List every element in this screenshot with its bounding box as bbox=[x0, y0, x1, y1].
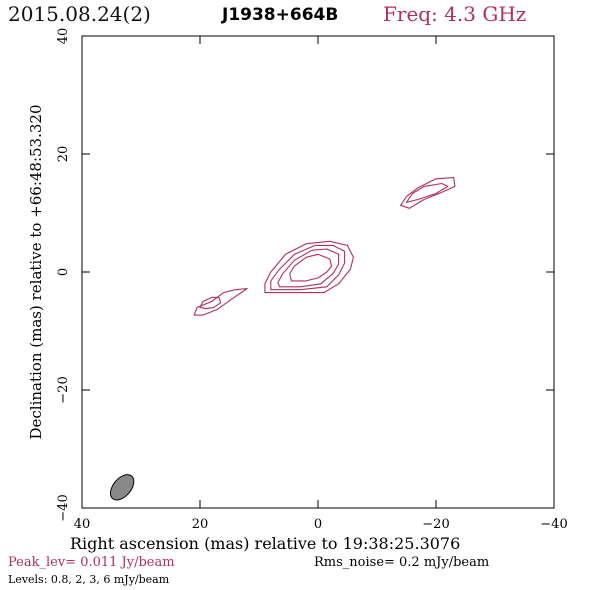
x-tick-label: −20 bbox=[422, 517, 449, 532]
contour-group bbox=[193, 177, 456, 316]
core-contour-4 bbox=[289, 253, 333, 282]
core-contour-1 bbox=[264, 240, 354, 294]
jet-west-contour-2 bbox=[199, 296, 222, 310]
x-tick-label: 40 bbox=[74, 517, 91, 532]
source-name: J1938+664B bbox=[222, 5, 339, 25]
y-tick-label: −20 bbox=[56, 376, 71, 403]
core-contour-3 bbox=[277, 248, 340, 288]
x-axis-label: Right ascension (mas) relative to 19:38:… bbox=[70, 534, 461, 553]
axis-tick-labels: 40 20 0 −20 −40 −40 −20 0 20 40 bbox=[56, 28, 568, 532]
jet-east-contour-2 bbox=[405, 182, 449, 203]
x-tick-label: 0 bbox=[314, 517, 322, 532]
beam-ellipse bbox=[109, 474, 135, 501]
core-contour-2 bbox=[270, 244, 346, 291]
x-tick-label: −40 bbox=[540, 517, 567, 532]
jet-east-contour-1 bbox=[400, 177, 456, 209]
y-tick-label: 40 bbox=[56, 28, 71, 45]
x-tick-label: 20 bbox=[192, 517, 209, 532]
beam-group bbox=[109, 474, 135, 501]
jet-west-contour-1 bbox=[193, 287, 248, 316]
axis-ticks bbox=[81, 35, 555, 509]
y-tick-label: 20 bbox=[56, 146, 71, 163]
observation-date: 2015.08.24(2) bbox=[8, 2, 151, 26]
rms-noise: Rms_noise= 0.2 mJy/beam bbox=[314, 555, 490, 570]
frequency-label: Freq: 4.3 GHz bbox=[383, 2, 527, 26]
y-tick-label: −40 bbox=[56, 494, 71, 521]
y-axis-label: Declination (mas) relative to +66:48:53.… bbox=[27, 104, 45, 439]
contour-levels: Levels: 0.8, 2, 3, 6 mJy/beam bbox=[8, 573, 170, 586]
plot-frame bbox=[81, 35, 555, 509]
peak-level: Peak_lev= 0.011 Jy/beam bbox=[8, 555, 175, 570]
y-tick-label: 0 bbox=[56, 268, 71, 276]
